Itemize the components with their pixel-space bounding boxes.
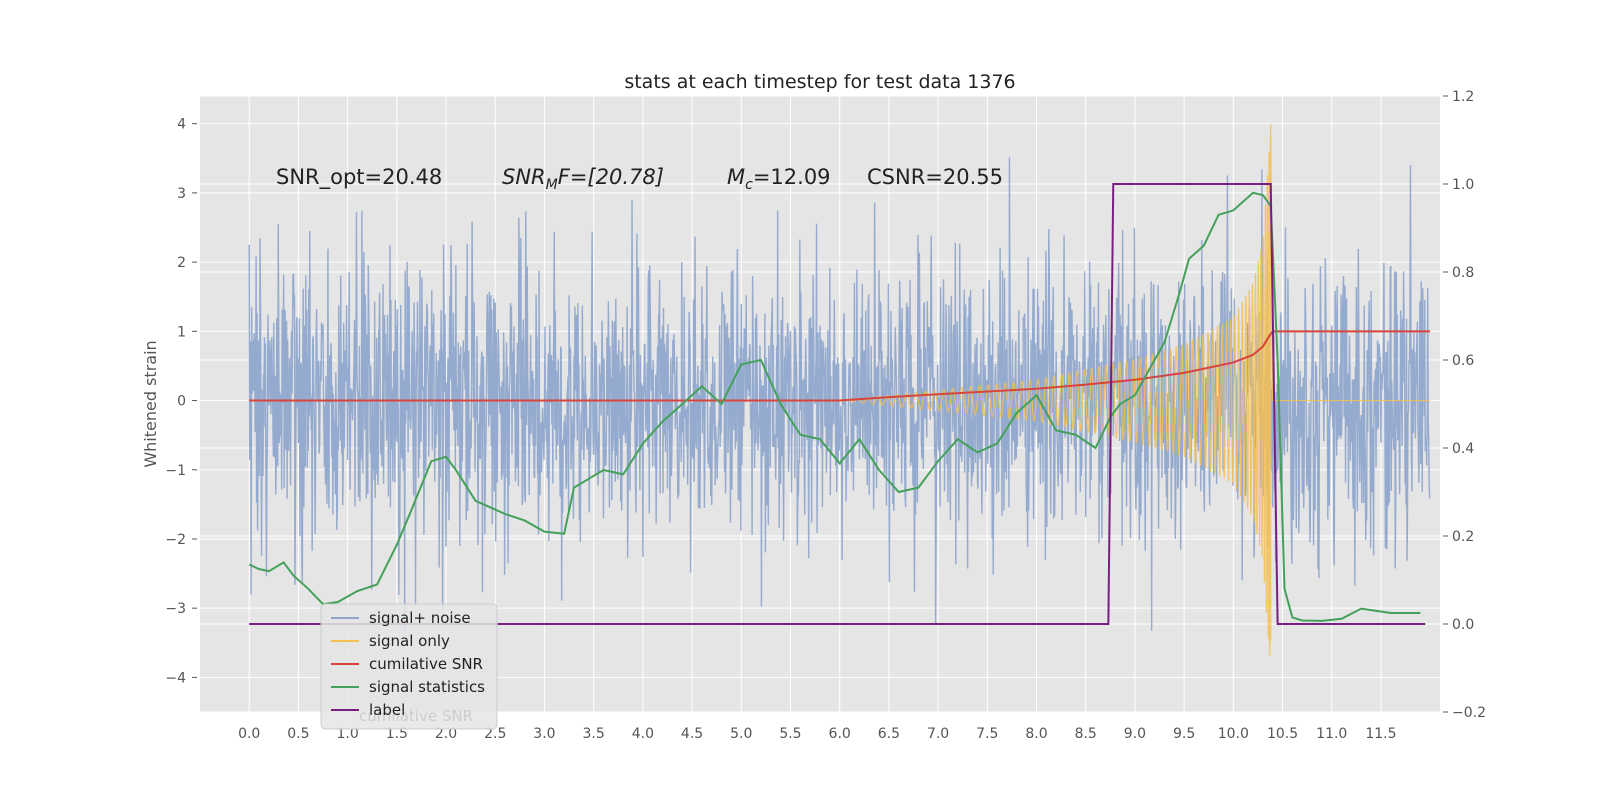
x-tick-label: 0.0 bbox=[238, 726, 260, 742]
annotation-snr-opt: SNR_opt=20.48 bbox=[276, 165, 442, 190]
legend-label: cumilative SNR bbox=[369, 655, 483, 673]
x-tick-label: 3.0 bbox=[533, 726, 555, 742]
annotation-csnr: CSNR=20.55 bbox=[867, 165, 1003, 189]
series-cumilative-snr bbox=[249, 330, 1431, 402]
signal-statistics-line bbox=[248, 191, 1421, 622]
x-tick-label: 6.5 bbox=[878, 726, 900, 742]
y-tick-label: −4 bbox=[165, 670, 186, 686]
annotation-snr-mf: SNRMF=[20.78] bbox=[502, 165, 664, 193]
cumilative-snr-line bbox=[249, 330, 1431, 402]
y2-tick-label: 0.6 bbox=[1452, 353, 1474, 369]
x-axis: 0.0 0.5 1.0 1.5 2.0 2.5 3.0 3.5 4.0 4.5 5.0 5.5 6.0 6… bbox=[238, 726, 1396, 742]
y-tick-label: 3 bbox=[177, 186, 186, 202]
x-tick-label: 9.5 bbox=[1173, 726, 1195, 742]
legend-label: signal only bbox=[369, 632, 450, 650]
x-tick-label: 1.0 bbox=[336, 726, 358, 742]
x-tick-label: 2.0 bbox=[435, 726, 457, 742]
x-tick-label: 7.5 bbox=[976, 726, 998, 742]
x-tick-label: 5.5 bbox=[779, 726, 801, 742]
y-tick-label: 1 bbox=[177, 324, 186, 340]
x-tick-label: 2.5 bbox=[484, 726, 506, 742]
y-tick-label: 2 bbox=[177, 255, 186, 271]
series-signal-only bbox=[839, 123, 1431, 656]
legend-label: label bbox=[369, 701, 405, 719]
x-tick-label: 10.5 bbox=[1267, 726, 1298, 742]
y-tick-label: −1 bbox=[165, 463, 186, 479]
y2-tick-label: 0.4 bbox=[1452, 441, 1474, 457]
y-axis-label: Whitened strain bbox=[141, 340, 160, 467]
x-tick-label: 3.5 bbox=[583, 726, 605, 742]
x-tick-label: 11.5 bbox=[1365, 726, 1396, 742]
y-axis-right: 1.2 1.0 0.8 0.6 0.4 0.2 0.0 −0.2 bbox=[1443, 89, 1486, 721]
x-tick-label: 4.0 bbox=[632, 726, 654, 742]
y-axis-left: 4 3 2 1 0 −1 −2 −3 −4 bbox=[165, 117, 197, 686]
legend: cumilative SNR signal+ noise signal only cu… bbox=[320, 603, 498, 730]
y-tick-label: 4 bbox=[177, 117, 186, 133]
x-tick-label: 11.0 bbox=[1316, 726, 1347, 742]
legend-ghost-text: cumilative SNR bbox=[359, 707, 473, 725]
y2-tick-label: −0.2 bbox=[1452, 705, 1486, 721]
x-tick-label: 4.5 bbox=[681, 726, 703, 742]
x-tick-label: 8.0 bbox=[1025, 726, 1047, 742]
series-signal-statistics bbox=[248, 191, 1421, 622]
y2-tick-label: 0.8 bbox=[1452, 265, 1474, 281]
series-label bbox=[249, 183, 1426, 625]
legend-label: signal+ noise bbox=[369, 609, 471, 627]
x-tick-label: 5.0 bbox=[730, 726, 752, 742]
y2-tick-label: 0.2 bbox=[1452, 529, 1474, 545]
x-tick-label: 7.0 bbox=[927, 726, 949, 742]
chart-title: stats at each timestep for test data 137… bbox=[624, 71, 1015, 93]
y2-tick-label: 1.0 bbox=[1452, 177, 1474, 193]
legend-box bbox=[320, 603, 498, 730]
x-tick-label: 0.5 bbox=[287, 726, 309, 742]
y-tick-label: −3 bbox=[165, 601, 186, 617]
y2-tick-label: 1.2 bbox=[1452, 89, 1474, 105]
x-tick-label: 1.5 bbox=[386, 726, 408, 742]
y-tick-label: −2 bbox=[165, 532, 186, 548]
y2-tick-label: 0.0 bbox=[1452, 617, 1474, 633]
x-tick-label: 6.0 bbox=[829, 726, 851, 742]
x-tick-label: 9.0 bbox=[1124, 726, 1146, 742]
annotation-mc: Mc=12.09 bbox=[727, 165, 831, 193]
label-line bbox=[249, 183, 1426, 625]
y-tick-label: 0 bbox=[177, 394, 186, 410]
signal-only-line bbox=[839, 123, 1431, 656]
x-tick-label: 10.0 bbox=[1218, 726, 1249, 742]
x-tick-label: 8.5 bbox=[1075, 726, 1097, 742]
legend-label: signal statistics bbox=[369, 678, 485, 696]
